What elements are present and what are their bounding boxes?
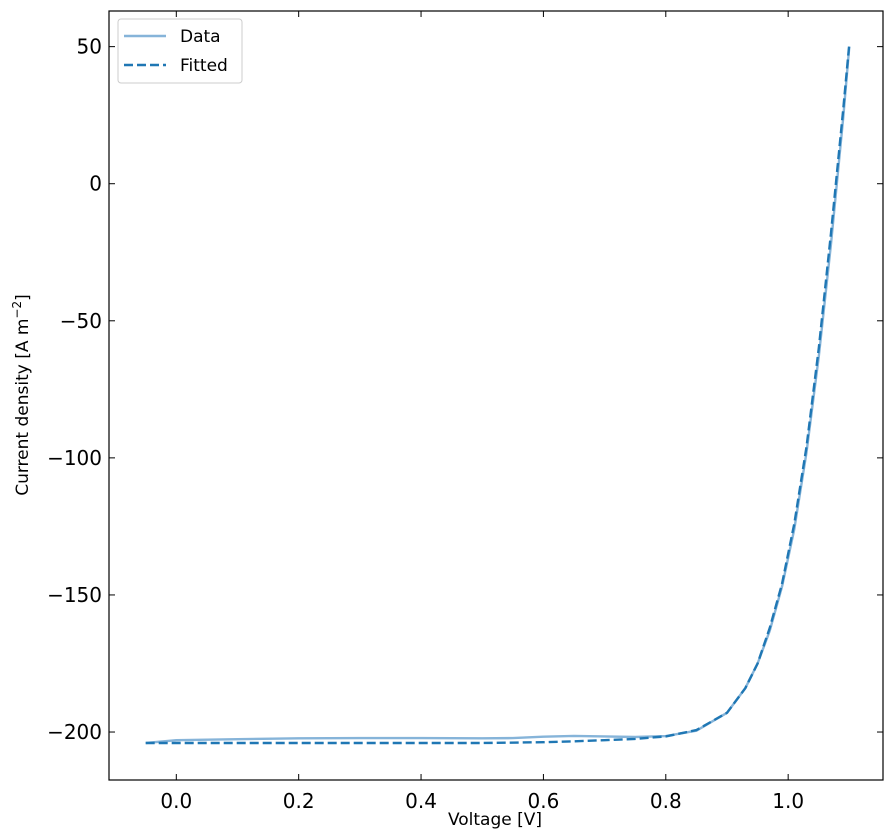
y-axis-label-close: ] (13, 294, 33, 301)
legend-label-data: Data (180, 27, 221, 47)
series-line-fitted (145, 43, 851, 745)
legend-label-fitted: Fitted (180, 56, 228, 76)
y-axis-label-superscript: −2 (10, 301, 24, 319)
series-layer (145, 43, 851, 745)
x-tick-label: 1.0 (772, 789, 804, 813)
x-tick-label: 0.4 (405, 789, 437, 813)
x-tick-label: 0.0 (160, 789, 192, 813)
x-axis-label: Voltage [V] (448, 810, 542, 830)
y-tick-label: −150 (47, 583, 102, 607)
y-tick-label: −50 (60, 309, 102, 333)
x-tick-label: 0.2 (283, 789, 315, 813)
ticks-layer: 0.0 0.2 0.4 0.6 0.8 1.0 50 0 −50 −100 −150 −200 (47, 11, 883, 813)
y-axis-label: Current density [A m−2] (10, 294, 33, 496)
legend: Data Fitted (117, 18, 243, 84)
x-tick-label: 0.8 (650, 789, 682, 813)
y-tick-label: 50 (77, 35, 102, 59)
y-tick-label: 0 (89, 172, 102, 196)
y-axis-label-main: Current density [A m (13, 319, 33, 496)
series-line-data (145, 46, 851, 745)
y-tick-label: −200 (47, 720, 102, 744)
x-tick-label: 0.6 (528, 789, 560, 813)
y-tick-label: −100 (47, 446, 102, 470)
plot-frame (108, 10, 884, 781)
